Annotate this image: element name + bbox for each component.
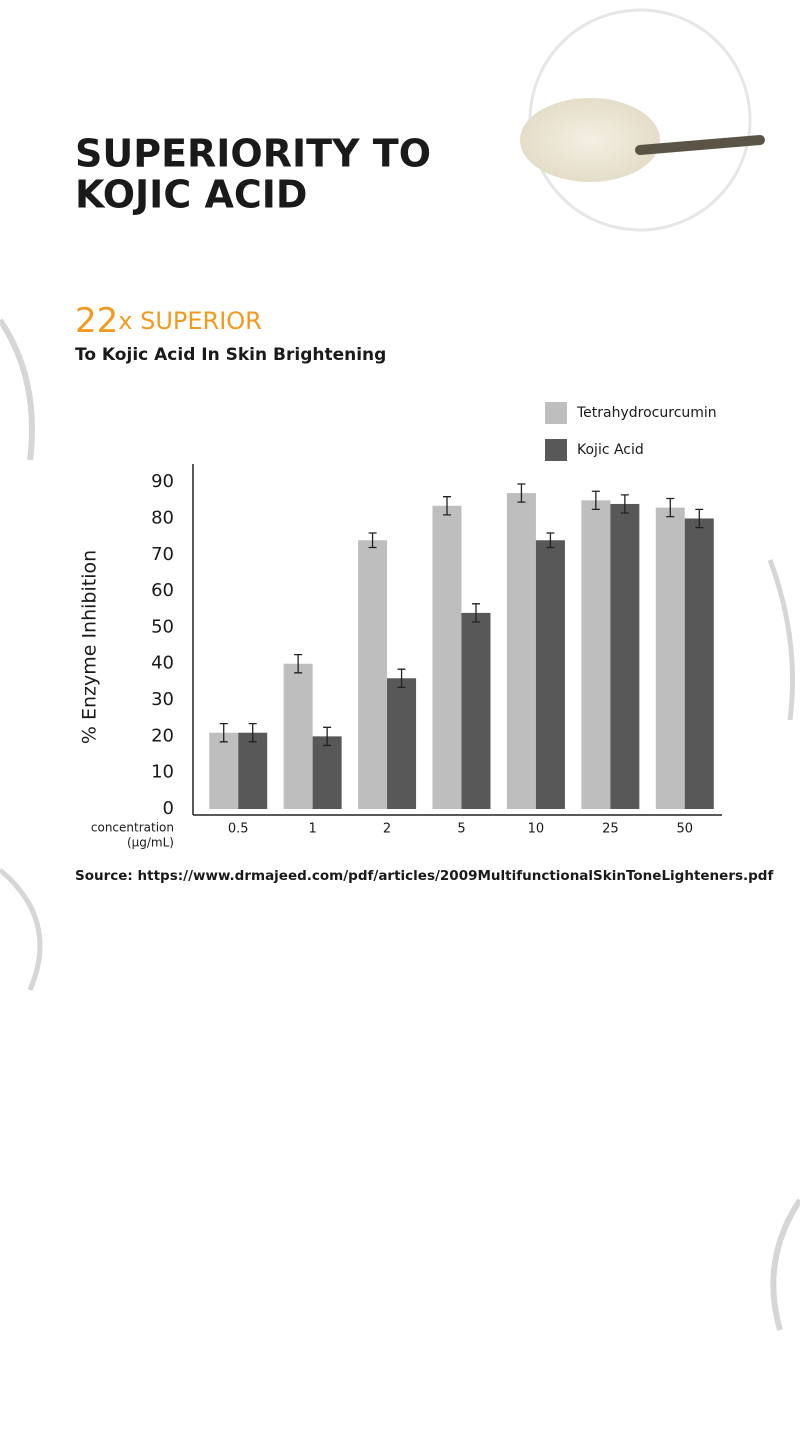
bar (506, 493, 536, 809)
x-tick-label: 50 (677, 822, 694, 837)
y-axis-label: % Enzyme Inhibition (79, 550, 101, 744)
error-bar (620, 494, 629, 514)
error-bar (397, 668, 406, 688)
y-tick-label: 40 (151, 653, 174, 674)
decoration (0, 8, 800, 1331)
bar (312, 736, 342, 809)
legend-swatch (545, 402, 567, 424)
bar (209, 732, 239, 809)
y-tick-label: 70 (151, 544, 174, 565)
error-bar (294, 654, 303, 674)
y-tick-label: 80 (151, 507, 174, 528)
x-axis-label: concentration (91, 821, 174, 835)
bar (684, 518, 714, 809)
y-tick-label: 60 (151, 580, 174, 601)
highlight-number: 22 (75, 301, 118, 341)
x-tick-label: 2 (383, 822, 391, 837)
error-bar (323, 726, 332, 747)
title-line: KOJIC ACID (75, 173, 307, 217)
bar (283, 663, 313, 809)
y-tick-label: 50 (151, 616, 174, 637)
x-tick-label: 5 (457, 822, 465, 837)
error-bar (443, 496, 451, 516)
subtitle: To Kojic Acid In Skin Brightening (75, 345, 386, 365)
x-axis-label: (µg/mL) (127, 836, 174, 850)
bar (535, 540, 565, 809)
bar (238, 732, 268, 809)
error-bar (368, 532, 377, 549)
title-line: SUPERIORITY TO (75, 132, 431, 176)
error-bar (666, 497, 675, 518)
y-tick-label: 90 (151, 471, 174, 492)
highlight-text: x SUPERIOR (118, 307, 262, 335)
bar (581, 500, 611, 809)
x-tick-label: 10 (528, 822, 545, 837)
error-bar (517, 483, 526, 503)
bar (387, 678, 417, 809)
legend-label: Kojic Acid (577, 442, 644, 458)
error-bar (546, 532, 555, 549)
bar (655, 507, 685, 809)
x-tick-label: 0.5 (228, 822, 249, 837)
legend-label: Tetrahydrocurcumin (576, 405, 717, 421)
error-bar (695, 508, 704, 529)
error-bar (248, 723, 257, 743)
error-bar (472, 603, 480, 623)
highlight: 22x SUPERIOR (75, 301, 262, 341)
legend-swatch (545, 439, 567, 461)
x-tick-label: 25 (602, 822, 619, 837)
source: Source: https://www.drmajeed.com/pdf/art… (75, 868, 773, 884)
bar (610, 503, 640, 809)
error-bar (591, 490, 600, 511)
y-tick-label: 0 (163, 798, 174, 819)
y-tick-label: 20 (151, 725, 174, 746)
error-bar (219, 723, 228, 743)
y-tick-label: 10 (151, 762, 174, 783)
bar (432, 505, 462, 809)
bar (461, 612, 491, 809)
x-tick-label: 1 (309, 822, 317, 837)
bar (358, 540, 388, 809)
y-tick-label: 30 (151, 689, 174, 710)
